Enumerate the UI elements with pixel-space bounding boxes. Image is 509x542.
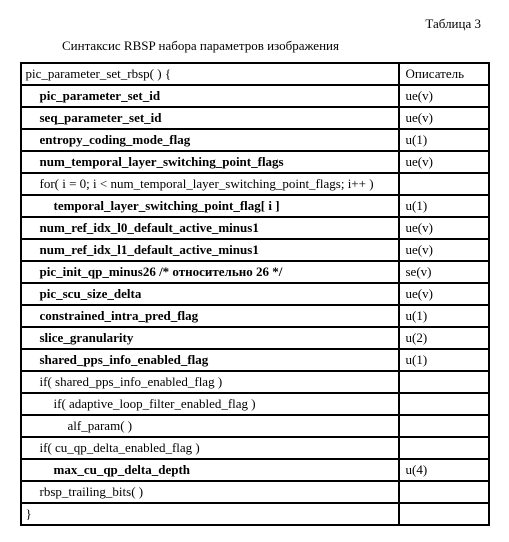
descriptor-cell [399,173,489,195]
descriptor-cell: u(1) [399,129,489,151]
table-row: pic_parameter_set_idue(v) [21,85,489,107]
table-row: if( adaptive_loop_filter_enabled_flag ) [21,393,489,415]
descriptor-cell: ue(v) [399,107,489,129]
table-row: if( cu_qp_delta_enabled_flag ) [21,437,489,459]
syntax-cell: if( cu_qp_delta_enabled_flag ) [21,437,399,459]
syntax-cell: shared_pps_info_enabled_flag [21,349,399,371]
table-row: pic_init_qp_minus26 /* относительно 26 *… [21,261,489,283]
syntax-cell: num_ref_idx_l0_default_active_minus1 [21,217,399,239]
syntax-cell: pic_parameter_set_rbsp( ) { [21,63,399,85]
syntax-cell: pic_parameter_set_id [21,85,399,107]
descriptor-cell [399,437,489,459]
descriptor-cell: u(1) [399,305,489,327]
descriptor-cell [399,371,489,393]
descriptor-cell: u(2) [399,327,489,349]
descriptor-cell [399,393,489,415]
descriptor-cell: se(v) [399,261,489,283]
table-row: alf_param( ) [21,415,489,437]
table-row: } [21,503,489,525]
descriptor-cell: u(1) [399,349,489,371]
table-body: pic_parameter_set_rbsp( ) {Описательpic_… [21,63,489,525]
table-row: pic_parameter_set_rbsp( ) {Описатель [21,63,489,85]
syntax-cell: constrained_intra_pred_flag [21,305,399,327]
table-number-label: Таблица 3 [16,16,481,32]
syntax-cell: num_temporal_layer_switching_point_flags [21,151,399,173]
syntax-cell: slice_granularity [21,327,399,349]
descriptor-cell: ue(v) [399,239,489,261]
descriptor-cell: u(1) [399,195,489,217]
table-row: shared_pps_info_enabled_flagu(1) [21,349,489,371]
descriptor-cell [399,503,489,525]
descriptor-header: Описатель [399,63,489,85]
syntax-cell: } [21,503,399,525]
syntax-cell: temporal_layer_switching_point_flag[ i ] [21,195,399,217]
syntax-table: pic_parameter_set_rbsp( ) {Описательpic_… [20,62,490,526]
table-row: if( shared_pps_info_enabled_flag ) [21,371,489,393]
table-row: slice_granularityu(2) [21,327,489,349]
syntax-cell: seq_parameter_set_id [21,107,399,129]
table-row: constrained_intra_pred_flagu(1) [21,305,489,327]
syntax-cell: pic_init_qp_minus26 /* относительно 26 *… [21,261,399,283]
syntax-cell: for( i = 0; i < num_temporal_layer_switc… [21,173,399,195]
descriptor-cell: ue(v) [399,85,489,107]
syntax-cell: if( shared_pps_info_enabled_flag ) [21,371,399,393]
table-row: num_temporal_layer_switching_point_flags… [21,151,489,173]
table-row: for( i = 0; i < num_temporal_layer_switc… [21,173,489,195]
table-row: pic_scu_size_deltaue(v) [21,283,489,305]
table-row: max_cu_qp_delta_depthu(4) [21,459,489,481]
descriptor-cell [399,415,489,437]
descriptor-cell: u(4) [399,459,489,481]
syntax-cell: num_ref_idx_l1_default_active_minus1 [21,239,399,261]
descriptor-cell: ue(v) [399,217,489,239]
table-row: num_ref_idx_l1_default_active_minus1ue(v… [21,239,489,261]
table-row: entropy_coding_mode_flagu(1) [21,129,489,151]
syntax-cell: max_cu_qp_delta_depth [21,459,399,481]
syntax-cell: alf_param( ) [21,415,399,437]
descriptor-cell: ue(v) [399,283,489,305]
table-caption: Синтаксис RBSP набора параметров изображ… [62,38,493,54]
syntax-cell: pic_scu_size_delta [21,283,399,305]
table-row: seq_parameter_set_idue(v) [21,107,489,129]
table-row: num_ref_idx_l0_default_active_minus1ue(v… [21,217,489,239]
table-row: temporal_layer_switching_point_flag[ i ]… [21,195,489,217]
syntax-cell: if( adaptive_loop_filter_enabled_flag ) [21,393,399,415]
descriptor-cell: ue(v) [399,151,489,173]
syntax-cell: entropy_coding_mode_flag [21,129,399,151]
